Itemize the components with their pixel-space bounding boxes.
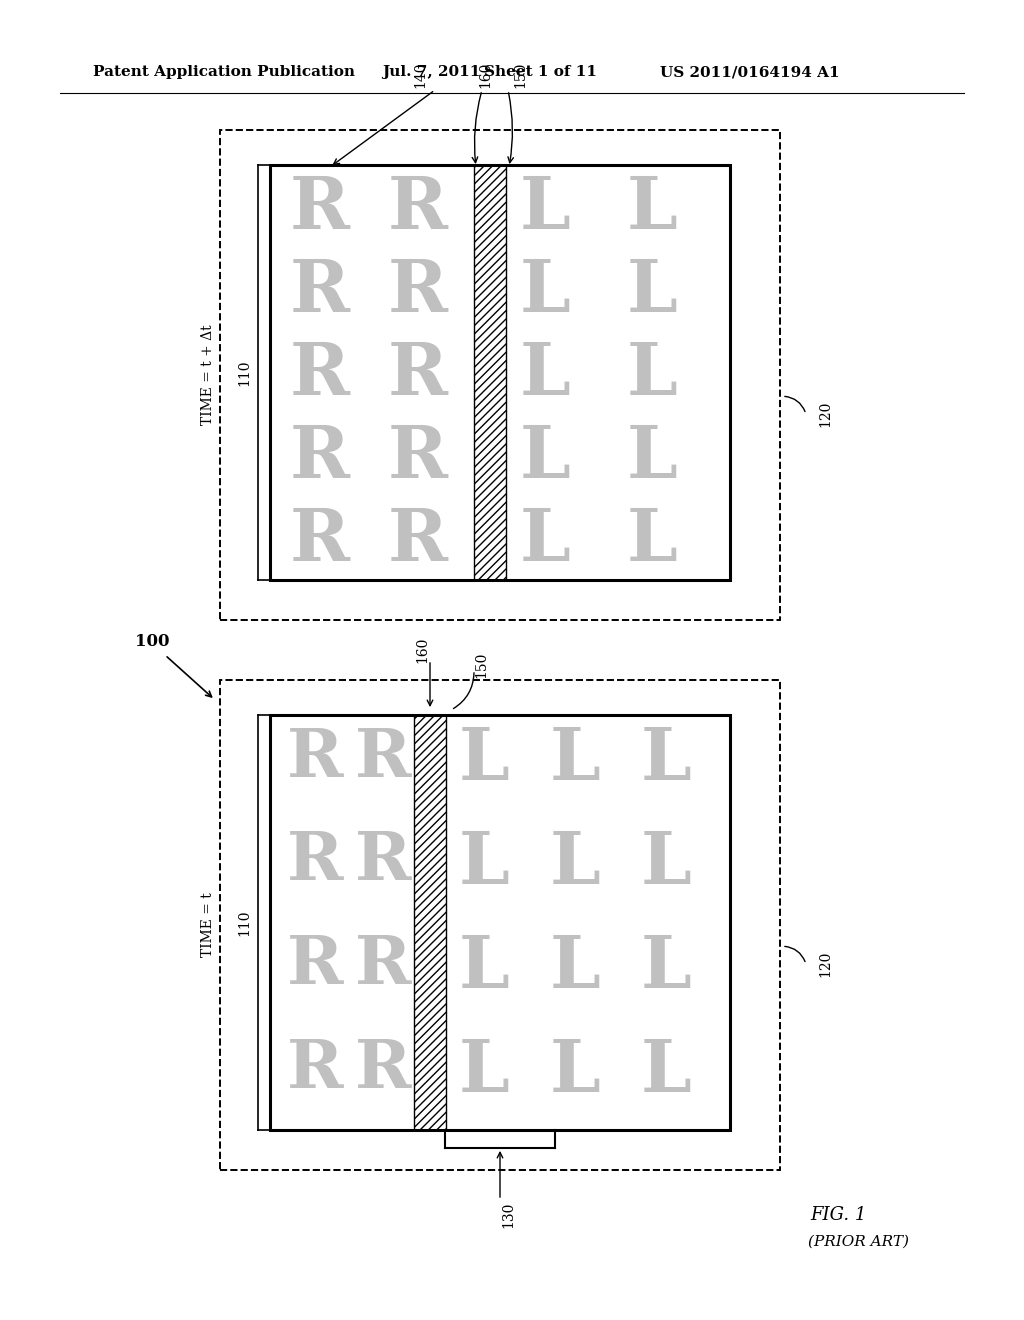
Text: L: L [519, 504, 570, 576]
Text: R: R [388, 422, 447, 492]
Bar [220, 129, 780, 620]
Text: L: L [519, 256, 570, 327]
Text: L: L [459, 828, 509, 899]
Text: 160: 160 [478, 62, 492, 88]
Text: R: R [290, 339, 350, 409]
Text: R: R [290, 422, 350, 492]
Bar [220, 680, 780, 1170]
Text: 120: 120 [818, 401, 831, 428]
Text: R: R [354, 829, 412, 895]
Text: TIME = t: TIME = t [201, 892, 215, 957]
Text: L: L [641, 828, 692, 899]
Text: (PRIOR ART): (PRIOR ART) [808, 1236, 909, 1249]
Text: FIG. 1: FIG. 1 [810, 1206, 866, 1224]
Text: R: R [388, 339, 447, 409]
Text: L: L [641, 932, 692, 1003]
Text: L: L [550, 932, 600, 1003]
Text: L: L [519, 339, 570, 409]
Text: 130: 130 [501, 1201, 515, 1228]
Text: 150: 150 [474, 652, 488, 678]
Text: 120: 120 [818, 950, 831, 977]
Text: R: R [287, 1038, 343, 1102]
Text: 110: 110 [237, 359, 251, 385]
Text: TIME = t + Δt: TIME = t + Δt [201, 325, 215, 425]
Text: R: R [290, 504, 350, 576]
Text: L: L [627, 422, 678, 492]
Text: L: L [550, 1036, 600, 1106]
Text: Sheet 1 of 11: Sheet 1 of 11 [484, 65, 597, 79]
Bar [270, 165, 730, 579]
Text: L: L [627, 504, 678, 576]
Text: R: R [287, 829, 343, 895]
Text: 140: 140 [413, 62, 427, 88]
Text: 100: 100 [135, 634, 169, 651]
Text: R: R [354, 1038, 412, 1102]
Text: L: L [550, 828, 600, 899]
Text: 110: 110 [237, 909, 251, 936]
Bar [270, 715, 730, 1130]
Text: 150: 150 [513, 62, 527, 88]
Text: L: L [459, 932, 509, 1003]
Text: R: R [388, 504, 447, 576]
Text: L: L [627, 173, 678, 244]
Text: 160: 160 [415, 636, 429, 663]
Text: R: R [388, 173, 447, 244]
Text: L: L [459, 725, 509, 796]
Text: L: L [550, 725, 600, 796]
Text: L: L [627, 339, 678, 409]
Text: L: L [519, 173, 570, 244]
Text: R: R [287, 933, 343, 998]
Bar [414, 715, 446, 1130]
Text: US 2011/0164194 A1: US 2011/0164194 A1 [660, 65, 840, 79]
Text: L: L [459, 1036, 509, 1106]
Text: R: R [290, 256, 350, 327]
Text: R: R [287, 726, 343, 791]
Text: R: R [290, 173, 350, 244]
Text: L: L [641, 1036, 692, 1106]
Bar [474, 165, 506, 579]
Text: R: R [388, 256, 447, 327]
Text: Patent Application Publication: Patent Application Publication [93, 65, 355, 79]
Text: R: R [354, 933, 412, 998]
Text: L: L [627, 256, 678, 327]
Text: L: L [519, 422, 570, 492]
Text: Jul. 7, 2011: Jul. 7, 2011 [382, 65, 480, 79]
Text: R: R [354, 726, 412, 791]
Text: L: L [641, 725, 692, 796]
